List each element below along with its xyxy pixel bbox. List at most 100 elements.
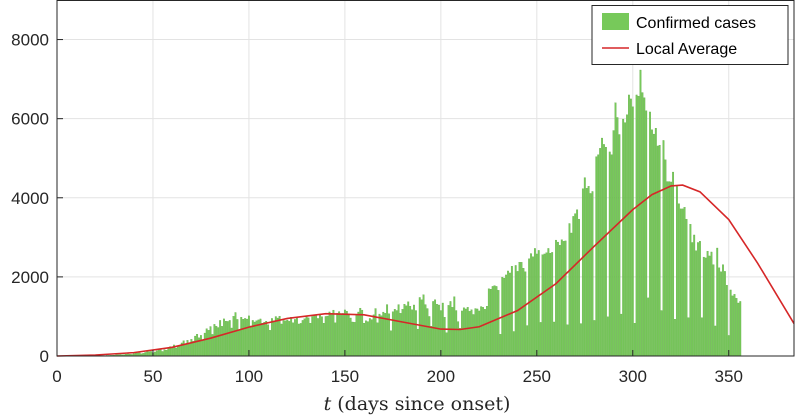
bar xyxy=(606,316,609,357)
bar xyxy=(739,301,742,357)
bar xyxy=(608,151,611,357)
bar xyxy=(476,308,479,357)
bar xyxy=(320,316,323,357)
bar xyxy=(616,117,619,357)
legend-label-local-average: Local Average xyxy=(636,41,737,58)
bar xyxy=(244,318,247,357)
bar xyxy=(163,349,166,357)
bar xyxy=(499,334,502,357)
x-tick-label: 150 xyxy=(331,367,359,386)
bar xyxy=(330,313,333,357)
bar xyxy=(622,118,625,357)
bar xyxy=(286,319,289,357)
bar xyxy=(537,250,540,357)
bar xyxy=(603,144,605,357)
plot-frame xyxy=(56,0,795,357)
bar xyxy=(338,311,341,357)
bar xyxy=(188,343,191,357)
legend-swatch-confirmed-cases xyxy=(602,13,629,30)
bar xyxy=(365,320,367,357)
bar xyxy=(282,320,285,357)
bar xyxy=(196,334,199,357)
bar xyxy=(641,92,644,357)
bar xyxy=(405,305,408,357)
bar xyxy=(207,330,210,357)
bar xyxy=(735,298,738,357)
bar xyxy=(562,241,565,357)
bar xyxy=(702,256,705,357)
bar xyxy=(443,317,446,357)
bar xyxy=(649,111,651,357)
bar xyxy=(269,330,271,357)
bar xyxy=(710,251,713,357)
bar xyxy=(670,181,673,357)
bar xyxy=(716,247,719,357)
bar xyxy=(414,310,417,357)
bar xyxy=(430,326,433,357)
bar xyxy=(445,332,448,357)
bar xyxy=(370,319,373,357)
x-tick-label: 250 xyxy=(523,367,551,386)
bar xyxy=(205,328,208,357)
bar xyxy=(334,322,337,357)
bar xyxy=(232,316,235,357)
bar xyxy=(274,316,277,357)
bar xyxy=(660,310,663,357)
bar xyxy=(729,289,732,357)
bar xyxy=(697,242,699,357)
bar xyxy=(647,297,650,357)
bar xyxy=(462,307,465,357)
bar xyxy=(215,326,218,357)
bar xyxy=(714,325,717,357)
bar xyxy=(633,323,636,357)
bar xyxy=(635,94,638,357)
bar xyxy=(654,128,657,357)
bar xyxy=(689,224,692,357)
bar xyxy=(541,254,544,357)
x-tick-label: 350 xyxy=(715,367,743,386)
bar xyxy=(343,309,346,357)
bar xyxy=(438,304,440,357)
bar xyxy=(591,191,594,357)
bar xyxy=(324,316,327,357)
bar xyxy=(194,335,197,357)
bar xyxy=(516,271,519,357)
bar xyxy=(658,145,661,357)
bar xyxy=(297,323,300,357)
bar xyxy=(526,325,529,357)
x-axis-label: t (days since onset) xyxy=(324,393,511,415)
bar xyxy=(238,330,241,357)
bar xyxy=(459,328,461,357)
bar xyxy=(533,248,536,357)
bar xyxy=(718,267,721,357)
legend-label-confirmed-cases: Confirmed cases xyxy=(636,15,756,32)
bar xyxy=(564,240,567,357)
bar xyxy=(150,351,152,357)
bar xyxy=(347,313,350,357)
bar xyxy=(595,156,598,357)
bar xyxy=(228,320,231,357)
bar xyxy=(712,264,715,357)
bar xyxy=(261,323,264,357)
bar xyxy=(313,315,316,357)
bar xyxy=(226,321,229,357)
bar xyxy=(704,257,707,357)
bar xyxy=(637,95,640,357)
bar xyxy=(411,309,413,357)
bar xyxy=(480,306,483,357)
y-tick-label: 2000 xyxy=(11,268,49,287)
bar xyxy=(478,310,481,357)
x-tick-label: 300 xyxy=(619,367,647,386)
bar xyxy=(178,345,181,357)
bar xyxy=(322,323,325,357)
bar xyxy=(221,326,223,357)
y-tick-label: 0 xyxy=(40,347,49,366)
bar xyxy=(580,323,582,357)
bar xyxy=(223,318,225,357)
bar xyxy=(593,320,596,357)
bar xyxy=(363,323,366,357)
bar xyxy=(311,316,314,357)
bar xyxy=(380,315,383,357)
bar xyxy=(161,351,164,357)
bar xyxy=(482,307,484,357)
